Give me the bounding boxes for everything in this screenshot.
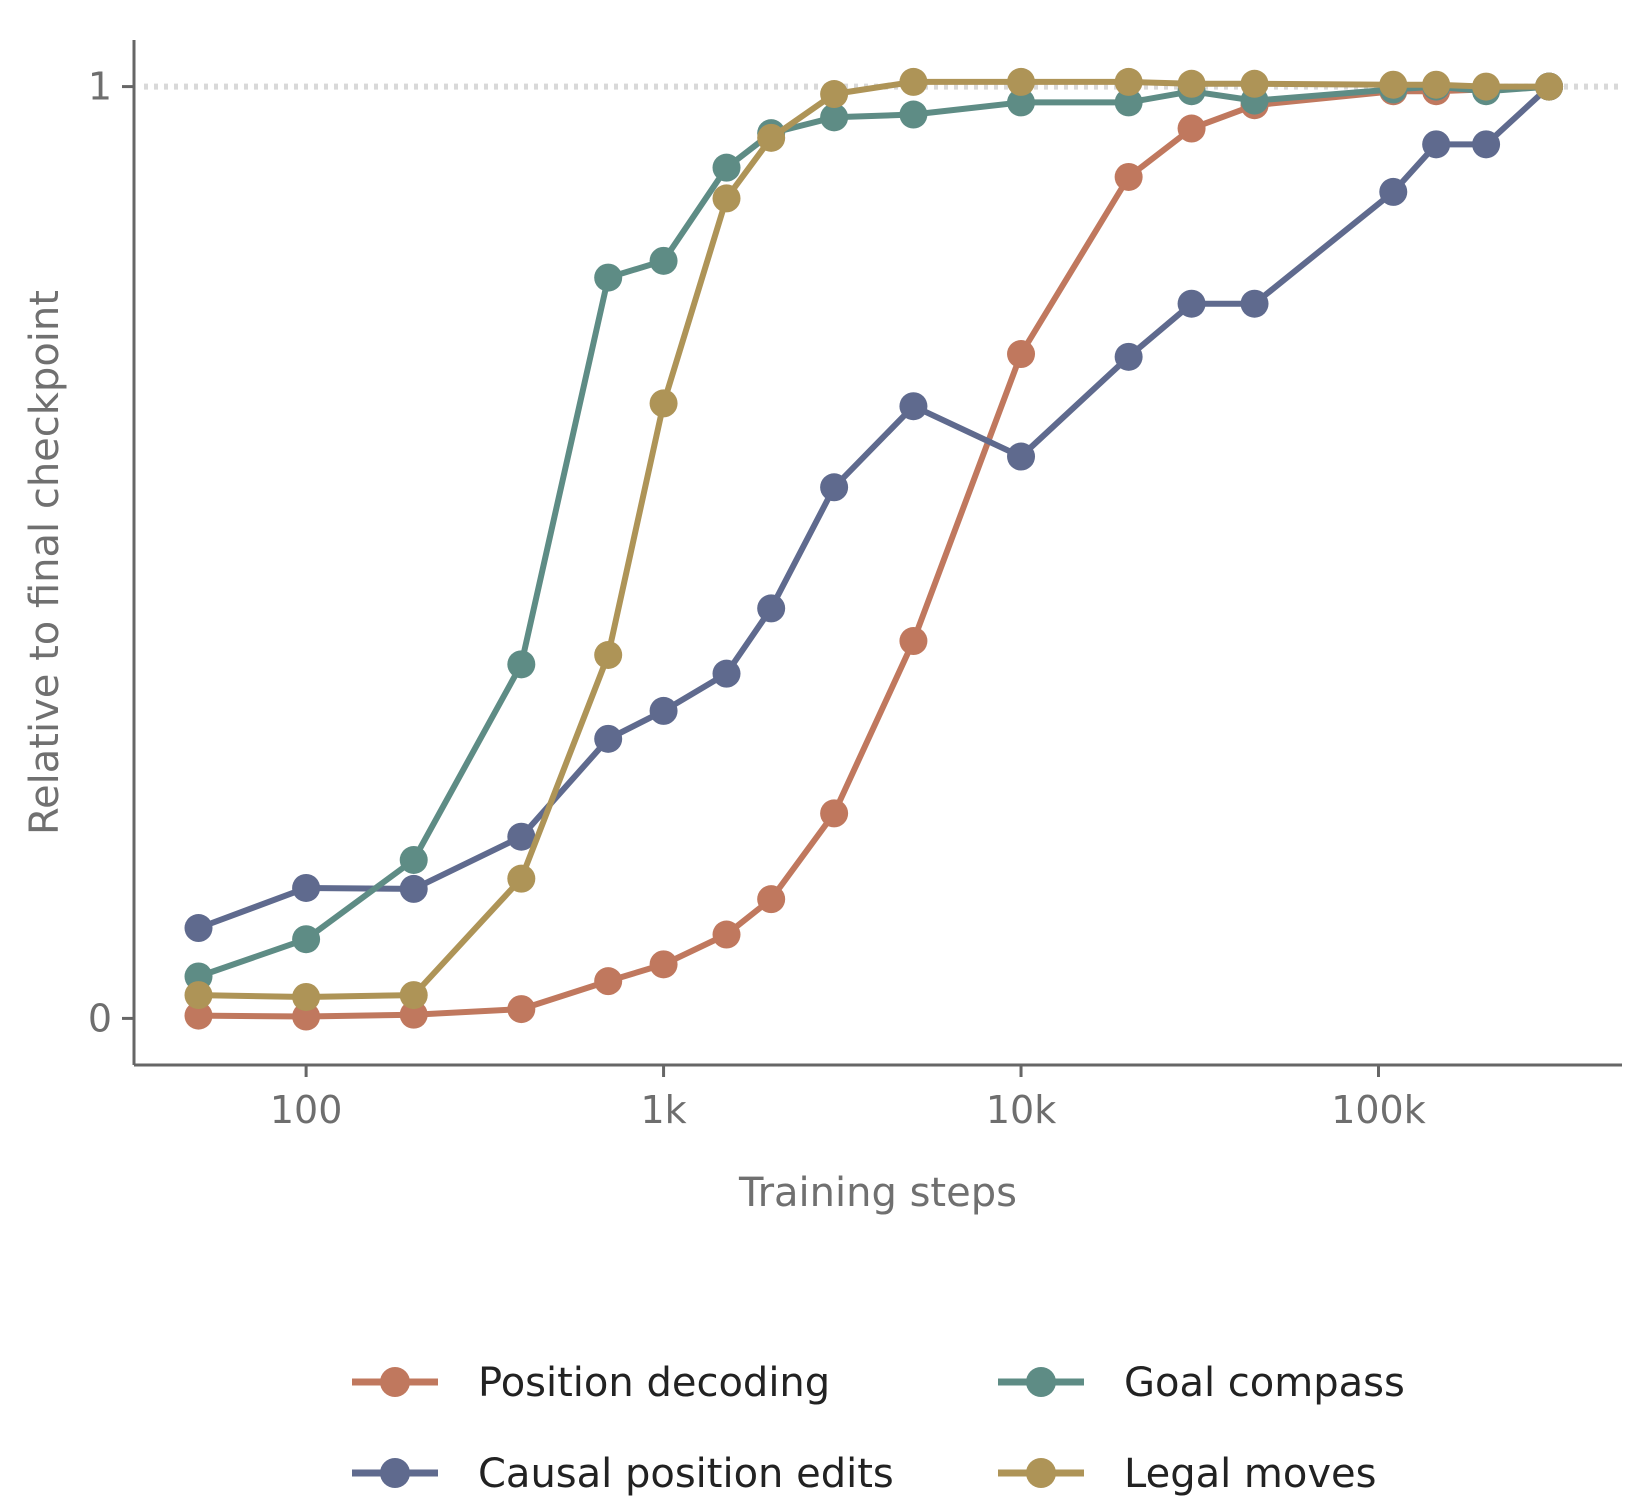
data-point: [649, 696, 678, 725]
series-line: [195, 83, 1552, 980]
data-point: [594, 724, 623, 753]
data-point: [1379, 177, 1408, 206]
legend-swatch-marker: [380, 1458, 410, 1488]
data-point: [1472, 130, 1501, 159]
series-2: [184, 72, 1564, 991]
data-point: [899, 392, 928, 421]
data-point: [712, 184, 741, 213]
data-point: [1422, 70, 1451, 99]
legend-swatch-marker: [380, 1367, 410, 1397]
x-tick-label: 10k: [986, 1088, 1056, 1132]
x-tick-label: 1k: [640, 1088, 686, 1132]
series-3: [184, 67, 1564, 1011]
data-point: [399, 1000, 428, 1029]
data-point: [507, 864, 536, 893]
data-point: [1007, 67, 1036, 96]
data-point: [1472, 72, 1501, 101]
data-point: [820, 473, 849, 502]
data-point: [1114, 88, 1143, 117]
data-point: [399, 874, 428, 903]
data-point: [594, 967, 623, 996]
data-point: [1177, 69, 1206, 98]
legend-item: Position decoding: [352, 1360, 830, 1406]
data-point: [184, 1001, 213, 1030]
series-layer: [184, 67, 1564, 1031]
data-point: [594, 263, 623, 292]
data-point: [399, 846, 428, 874]
data-point: [757, 123, 786, 152]
data-point: [184, 914, 213, 943]
y-tick-label: 0: [88, 996, 112, 1040]
legend: Position decoding Causal position edits Go…: [352, 1360, 1405, 1497]
tick-layer: 100 1k 10k 100k 0 1: [88, 65, 1426, 1132]
data-point: [292, 873, 321, 902]
legend-swatch-marker: [1026, 1458, 1056, 1488]
data-point: [507, 822, 536, 851]
data-point: [184, 981, 213, 1010]
series-line: [195, 83, 1552, 931]
data-point: [292, 925, 321, 954]
data-point: [292, 1002, 321, 1031]
data-point: [1007, 340, 1036, 369]
legend-label: Legal moves: [1124, 1451, 1376, 1497]
data-point: [1007, 442, 1036, 471]
data-point: [1535, 72, 1564, 101]
data-point: [1240, 289, 1269, 318]
data-point: [1177, 114, 1206, 143]
data-point: [757, 594, 786, 623]
data-point: [649, 389, 678, 418]
data-point: [1240, 69, 1269, 98]
data-point: [292, 982, 321, 1011]
x-tick-label: 100: [270, 1088, 343, 1132]
data-point: [899, 100, 928, 129]
data-point: [820, 103, 849, 132]
data-point: [1177, 289, 1206, 318]
legend-label: Position decoding: [478, 1360, 830, 1406]
data-point: [507, 995, 536, 1024]
data-point: [1422, 130, 1451, 159]
data-point: [712, 920, 741, 949]
data-point: [820, 80, 849, 109]
data-point: [1379, 70, 1408, 99]
data-point: [1114, 67, 1143, 96]
data-point: [594, 641, 623, 669]
data-point: [1114, 162, 1143, 191]
data-point: [1114, 342, 1143, 371]
data-point: [899, 67, 928, 96]
x-tick-label: 100k: [1331, 1088, 1426, 1132]
series-1: [184, 72, 1564, 943]
data-point: [649, 950, 678, 979]
data-point: [1007, 88, 1036, 117]
legend-label: Causal position edits: [478, 1451, 894, 1497]
legend-item: Causal position edits: [352, 1451, 894, 1497]
data-point: [507, 650, 536, 679]
y-axis-label: Relative to final checkpoint: [22, 290, 68, 835]
legend-swatch-marker: [1026, 1367, 1056, 1397]
x-axis-label: Training steps: [738, 1170, 1017, 1216]
legend-item: Legal moves: [998, 1451, 1376, 1497]
legend-item: Goal compass: [998, 1360, 1405, 1406]
data-point: [712, 659, 741, 688]
y-tick-label: 1: [88, 65, 112, 109]
data-point: [399, 981, 428, 1010]
data-point: [757, 885, 786, 914]
axes: [132, 40, 1622, 1067]
data-point: [820, 799, 849, 828]
legend-label: Goal compass: [1124, 1360, 1405, 1406]
data-point: [649, 246, 678, 275]
data-point: [899, 627, 928, 656]
data-point: [712, 153, 741, 182]
